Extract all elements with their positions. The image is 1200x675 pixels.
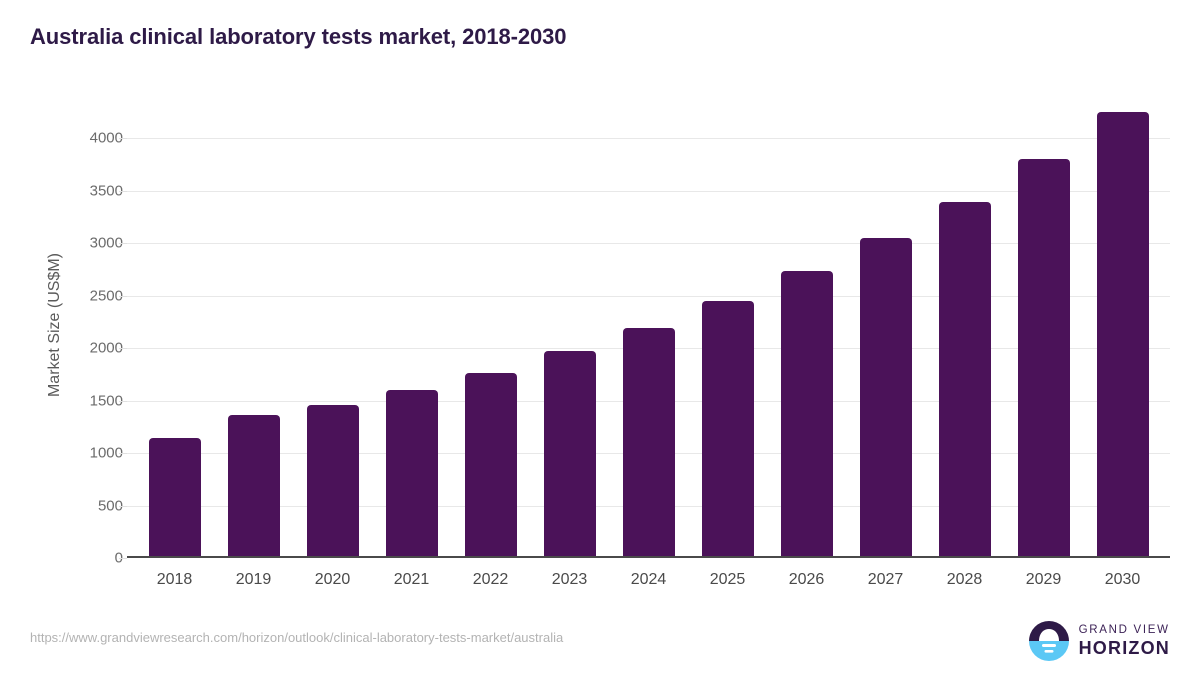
bar-2029[interactable] bbox=[1017, 159, 1070, 558]
x-axis-tick-label: 2021 bbox=[393, 571, 430, 588]
bar-slot bbox=[1004, 100, 1083, 558]
x-axis-tick-label: 2023 bbox=[551, 571, 588, 588]
bar-slot bbox=[767, 100, 846, 558]
bar-slot bbox=[372, 100, 451, 558]
bar-2026[interactable] bbox=[780, 271, 833, 558]
bar-slot bbox=[609, 100, 688, 558]
gridline bbox=[127, 190, 1170, 192]
bar-slot bbox=[214, 100, 293, 558]
x-axis-tick-label: 2019 bbox=[235, 571, 272, 588]
x-axis-tick-label: 2025 bbox=[709, 571, 746, 588]
bar-slot bbox=[293, 100, 372, 558]
bar-slot bbox=[925, 100, 1004, 558]
y-axis-tick-mark bbox=[119, 505, 127, 507]
y-axis-tick-label: 4000 bbox=[89, 129, 123, 147]
bar-2027[interactable] bbox=[859, 237, 912, 558]
y-axis-tick-label: 2000 bbox=[89, 339, 123, 357]
x-axis-tick-label: 2029 bbox=[1025, 571, 1062, 588]
y-axis-tick-label: 1000 bbox=[89, 444, 123, 462]
y-axis-tick-label: 2500 bbox=[89, 287, 123, 304]
bar-slot bbox=[846, 100, 925, 558]
bar-2019[interactable] bbox=[227, 415, 280, 558]
page-title: Australia clinical laboratory tests mark… bbox=[30, 24, 567, 49]
y-axis-tick-mark bbox=[119, 453, 127, 454]
grand-view-horizon-logo: GRAND VIEW HORIZON bbox=[1028, 618, 1170, 664]
y-axis-title: Market Size (US$M) bbox=[46, 252, 63, 398]
x-axis-tick-label: 2022 bbox=[472, 571, 509, 588]
bar-slot bbox=[688, 100, 767, 558]
bar-2018[interactable] bbox=[148, 438, 201, 558]
x-axis-tick-label: 2028 bbox=[946, 571, 983, 588]
y-axis-tick-label: 3500 bbox=[89, 182, 123, 199]
bar-slot bbox=[451, 100, 530, 558]
y-axis-tick-mark bbox=[119, 400, 127, 402]
y-axis-tick-label: 0 bbox=[114, 549, 123, 567]
x-axis-tick-label: 2024 bbox=[630, 571, 667, 588]
bar-slot bbox=[530, 100, 609, 558]
bar-2023[interactable] bbox=[543, 351, 596, 558]
gridline bbox=[127, 243, 1170, 244]
source-url: https://www.grandviewresearch.com/horizo… bbox=[30, 630, 564, 645]
y-axis-tick-mark bbox=[119, 348, 127, 349]
y-axis-tick-mark bbox=[119, 558, 127, 559]
bar-series bbox=[127, 100, 1170, 558]
y-axis-tick-mark bbox=[119, 190, 127, 192]
x-axis-tick-label: 2018 bbox=[156, 571, 193, 588]
x-axis-tick-label: 2020 bbox=[314, 571, 351, 588]
x-axis-line bbox=[127, 556, 1170, 558]
y-axis-tick-label: 500 bbox=[97, 497, 123, 514]
x-axis-tick-label: 2030 bbox=[1104, 571, 1141, 588]
horizon-circle-icon bbox=[1028, 621, 1069, 661]
gridline bbox=[127, 138, 1170, 139]
x-axis-tick-labels: 2018 2019 2020 2021 2022 2023 2024 2025 2026 2027… bbox=[127, 566, 1170, 594]
bar-2024[interactable] bbox=[622, 327, 675, 558]
bar-2025[interactable] bbox=[701, 300, 754, 558]
y-axis-tick-mark bbox=[119, 243, 127, 244]
bar-2030[interactable] bbox=[1096, 111, 1149, 558]
logo-wordmark: GRAND VIEW HORIZON bbox=[1078, 623, 1170, 659]
gridline bbox=[127, 295, 1170, 297]
logo-top-text: GRAND VIEW bbox=[1078, 623, 1170, 636]
bar-2022[interactable] bbox=[464, 372, 517, 558]
bar-2020[interactable] bbox=[306, 404, 359, 558]
y-axis-tick-label: 1500 bbox=[89, 392, 123, 409]
y-axis-tick-label: 3000 bbox=[89, 234, 123, 252]
y-axis-tick-mark bbox=[119, 295, 127, 297]
logo-bottom-text: HORIZON bbox=[1078, 638, 1170, 659]
bar-slot bbox=[135, 100, 214, 558]
x-axis-tick-label: 2027 bbox=[867, 571, 904, 588]
x-axis-tick-label: 2026 bbox=[788, 571, 825, 588]
plot-area: 0 500 1000 1500 2000 2500 3000 3500 4000 bbox=[90, 100, 1170, 567]
bar-2021[interactable] bbox=[385, 390, 438, 558]
y-axis-tick-mark bbox=[119, 138, 127, 139]
bar-2028[interactable] bbox=[938, 201, 991, 558]
bar-slot bbox=[1083, 100, 1162, 558]
